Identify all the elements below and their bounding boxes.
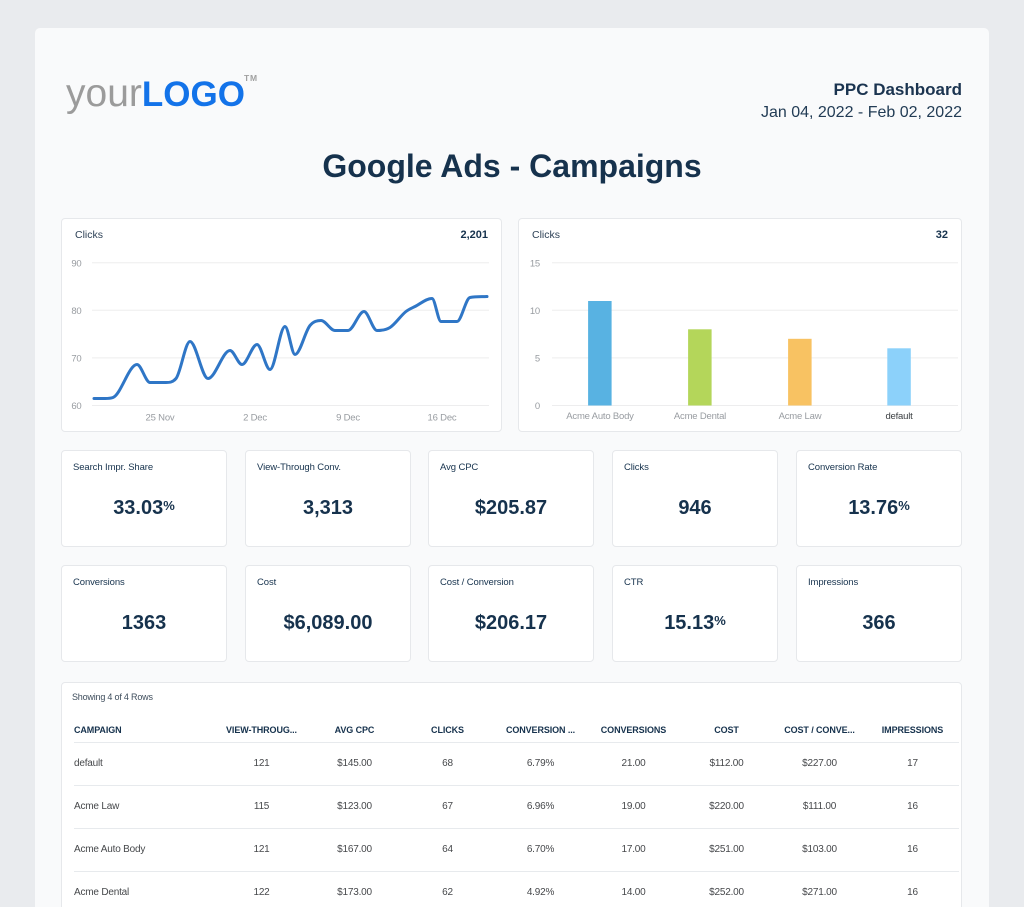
svg-text:5: 5 <box>535 354 540 365</box>
svg-text:15: 15 <box>530 258 540 269</box>
svg-text:90: 90 <box>71 258 81 269</box>
svg-text:default: default <box>885 411 913 422</box>
svg-text:Acme Law: Acme Law <box>779 411 822 422</box>
svg-text:10: 10 <box>530 306 540 317</box>
svg-text:Acme Dental: Acme Dental <box>674 411 726 422</box>
svg-text:16 Dec: 16 Dec <box>428 413 457 424</box>
svg-text:70: 70 <box>71 354 81 365</box>
svg-text:Acme Auto Body: Acme Auto Body <box>566 411 634 422</box>
svg-text:25 Nov: 25 Nov <box>146 413 175 424</box>
svg-text:0: 0 <box>535 401 540 412</box>
svg-text:80: 80 <box>71 306 81 317</box>
svg-text:9 Dec: 9 Dec <box>336 413 360 424</box>
svg-text:2 Dec: 2 Dec <box>243 413 267 424</box>
svg-text:60: 60 <box>71 401 81 412</box>
